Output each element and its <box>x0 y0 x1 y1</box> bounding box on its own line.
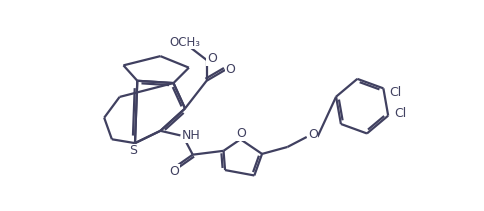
Text: NH: NH <box>182 129 200 142</box>
Text: O: O <box>225 64 235 76</box>
Text: Cl: Cl <box>389 86 401 99</box>
Text: O: O <box>169 165 179 178</box>
Text: O: O <box>236 127 246 140</box>
Text: OCH₃: OCH₃ <box>169 36 200 49</box>
Text: O: O <box>207 52 216 65</box>
Text: S: S <box>129 144 137 157</box>
Text: O: O <box>307 128 317 141</box>
Text: Cl: Cl <box>393 107 406 120</box>
